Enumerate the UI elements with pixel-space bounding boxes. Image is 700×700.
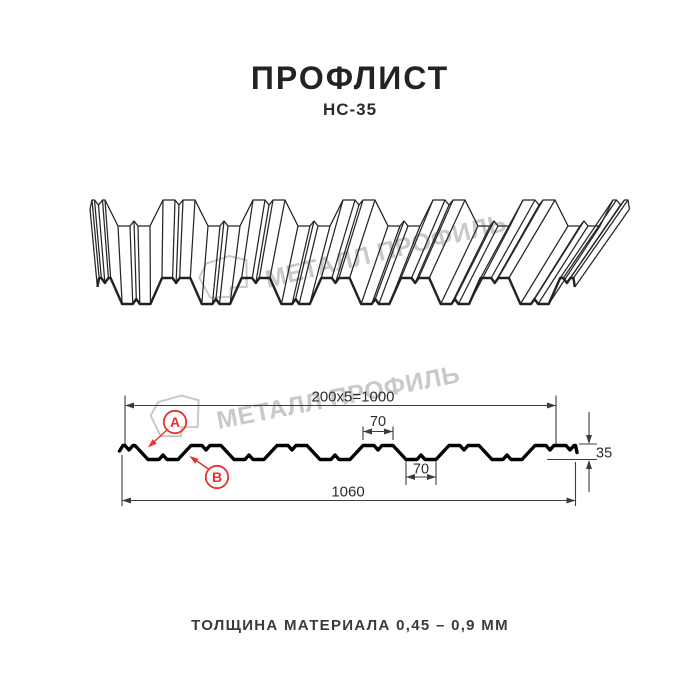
callout-a-circle [162,409,188,435]
page-title: ПРОФЛИСТ [250,60,450,96]
material-thickness-note: ТОЛЩИНА МАТЕРИАЛА 0,45 – 0,9 ММ [191,617,509,634]
metall-profil-logo-icon [198,255,248,299]
dimension-lines [121,395,597,506]
callout-b-circle [204,464,230,490]
callout-a-label: A [170,414,180,430]
callout-b-label: B [212,469,222,485]
dim-label-profile-height: 35 [596,446,612,462]
dim-label-overall-width: 1060 [331,484,364,501]
dim-label-valley-width: 70 [413,462,429,478]
profile-model-label: НС-35 [322,100,378,119]
dim-label-coverage-width: 200x5=1000 [312,389,395,406]
dim-label-crest-width: 70 [370,414,386,430]
metall-profil-logo-icon [149,394,200,438]
watermark-lower: МЕТАЛЛ ПРОФИЛЬ [149,360,462,438]
profiled-sheet-3d-view [89,199,631,306]
cross-section-profile [117,443,579,462]
